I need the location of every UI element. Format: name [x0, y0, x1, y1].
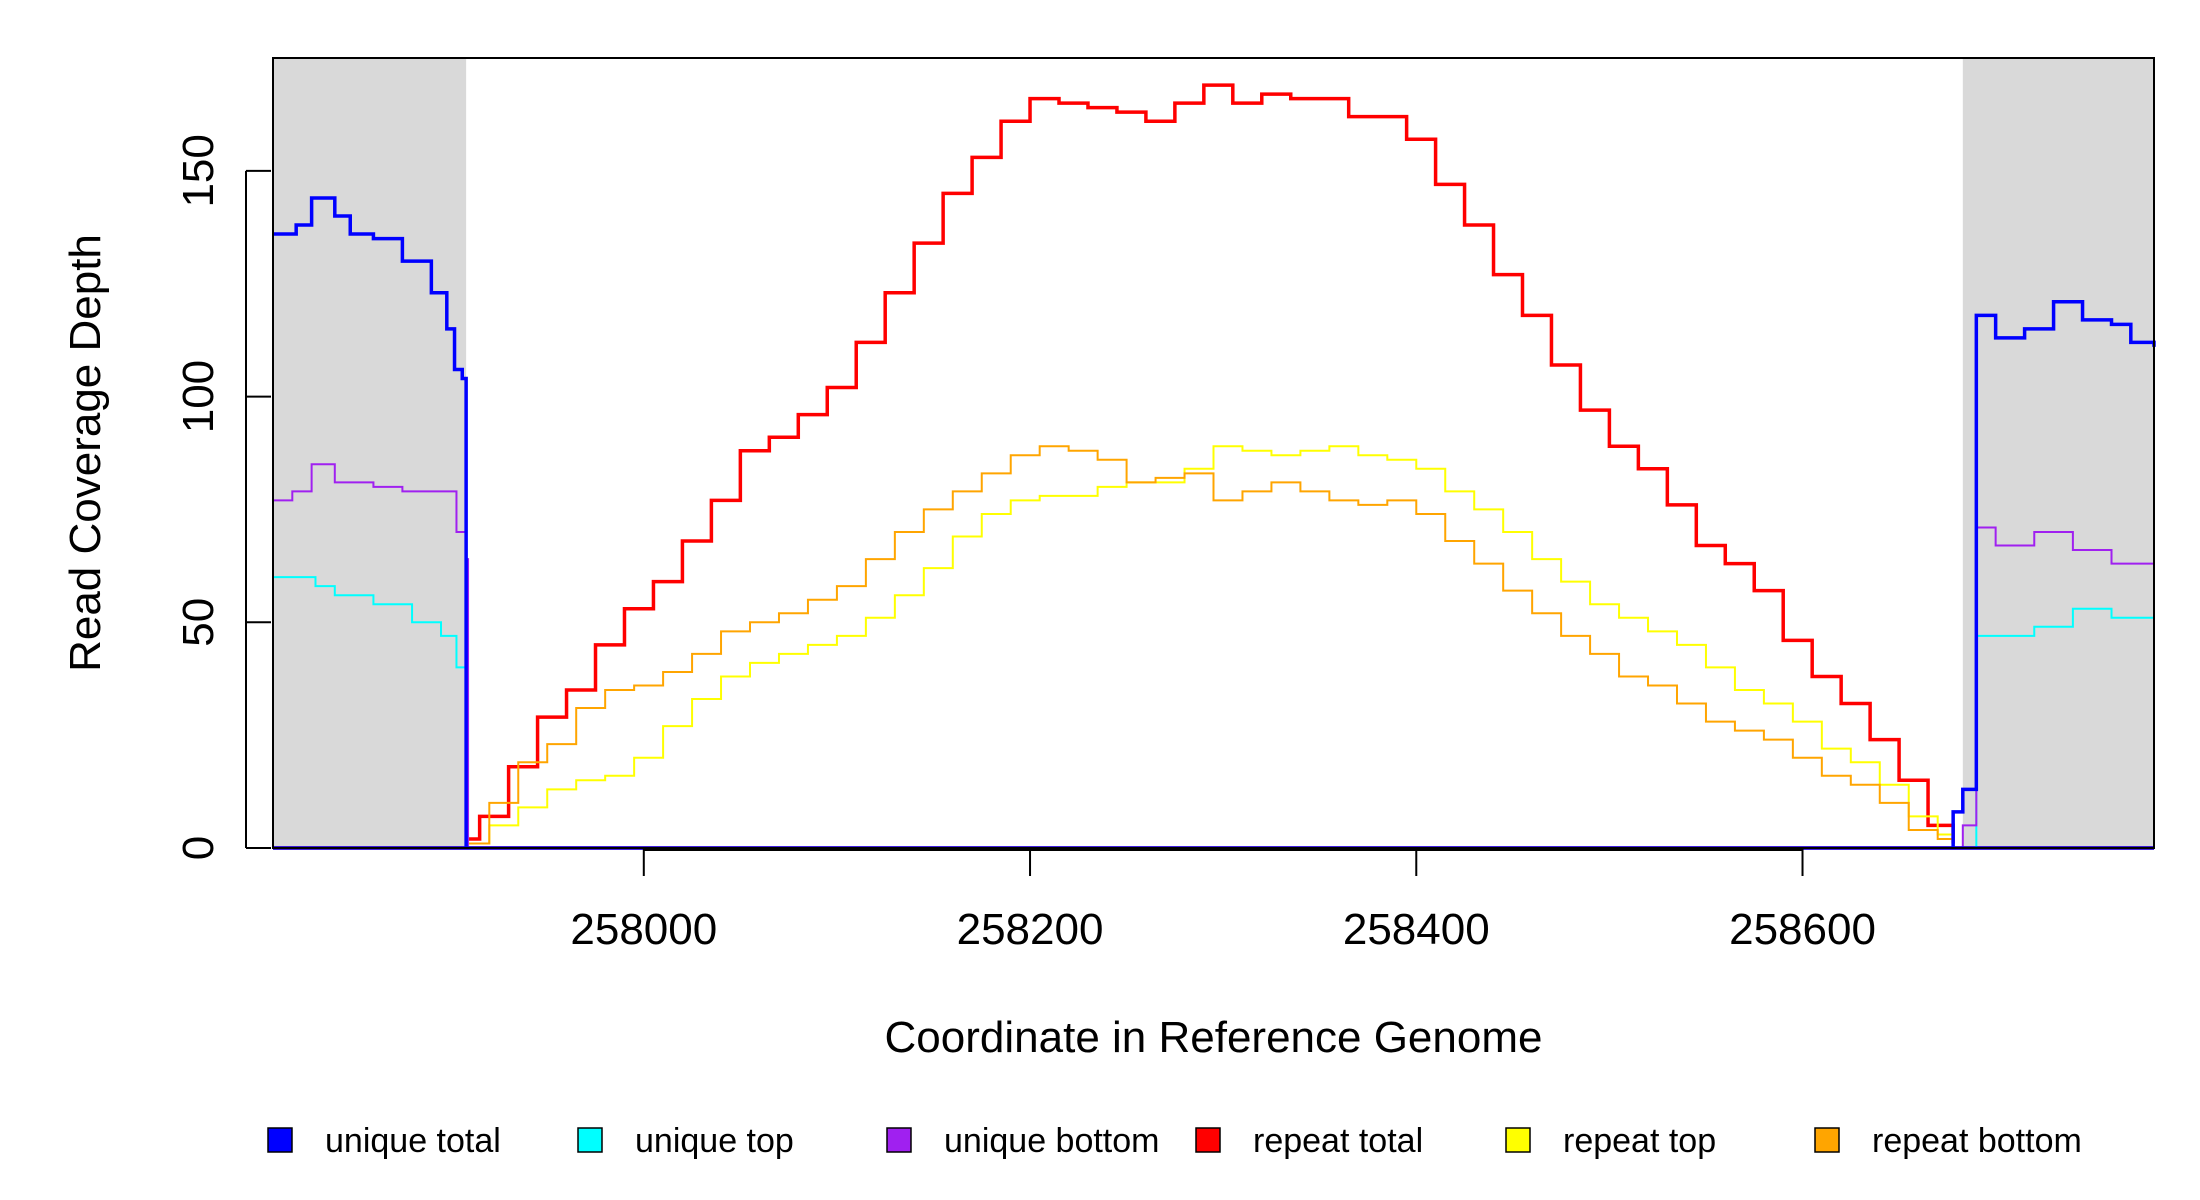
legend-label-unique-total: unique total — [325, 1122, 501, 1160]
legend-swatch-repeat-top — [1505, 1127, 1531, 1153]
legend-swatch-unique-total — [267, 1127, 293, 1153]
legend-swatch-unique-top — [577, 1127, 603, 1153]
legend-label-repeat-bottom: repeat bottom — [1872, 1122, 2082, 1160]
series-lines — [273, 83, 2156, 850]
x-tick-label: 258000 — [570, 905, 717, 954]
legend: unique total unique top unique bottom repea… — [267, 1122, 2082, 1160]
x-tick-label: 258400 — [1343, 905, 1490, 954]
legend-label-repeat-top: repeat top — [1563, 1122, 1716, 1160]
shaded-region-1 — [273, 58, 467, 848]
x-axis-label: Coordinate in Reference Genome — [885, 1013, 1543, 1062]
x-tick-label: 258600 — [1729, 905, 1876, 954]
series-line-unique-total — [273, 196, 2156, 850]
legend-label-unique-bottom: unique bottom — [944, 1122, 1160, 1160]
legend-swatch-repeat-total — [1195, 1127, 1221, 1153]
shaded-regions — [273, 58, 2154, 848]
y-axis-label: Read Coverage Depth — [61, 234, 110, 672]
y-tick-label: 50 — [174, 598, 223, 647]
legend-label-unique-top: unique top — [635, 1122, 794, 1160]
axes: 0 50 100 150 258000 258200 258400 258600 — [174, 134, 1876, 954]
y-tick-label: 0 — [174, 836, 223, 860]
plot-frame — [272, 57, 2155, 849]
series-line-unique-bottom — [273, 463, 2155, 849]
legend-swatch-repeat-bottom — [1814, 1127, 1840, 1153]
legend-label-repeat-total: repeat total — [1253, 1122, 1423, 1160]
y-tick-label: 100 — [174, 360, 223, 433]
shaded-region-2 — [1962, 58, 2154, 848]
x-tick-label: 258200 — [957, 905, 1104, 954]
legend-swatch-unique-bottom — [886, 1127, 912, 1153]
y-tick-label: 150 — [174, 134, 223, 207]
series-line-repeat-top — [273, 445, 2154, 849]
series-line-repeat-bottom — [273, 445, 2154, 849]
